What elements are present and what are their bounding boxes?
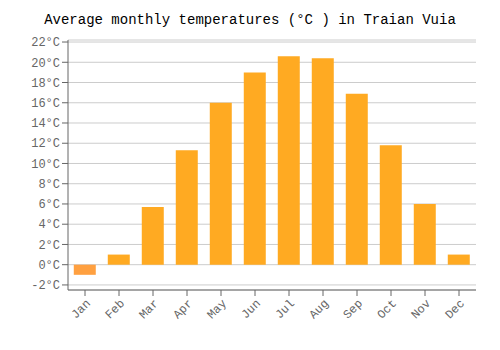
svg-text:6°C: 6°C: [38, 198, 60, 212]
svg-text:Mar: Mar: [137, 297, 162, 322]
svg-text:8°C: 8°C: [38, 178, 60, 192]
svg-text:Oct: Oct: [375, 297, 400, 322]
svg-text:Feb: Feb: [103, 297, 128, 322]
svg-text:22°C: 22°C: [31, 36, 60, 50]
svg-text:Nov: Nov: [409, 297, 434, 322]
svg-text:14°C: 14°C: [31, 117, 60, 131]
svg-text:10°C: 10°C: [31, 158, 60, 172]
svg-text:Dec: Dec: [443, 297, 468, 322]
svg-text:18°C: 18°C: [31, 77, 60, 91]
svg-text:4°C: 4°C: [38, 218, 60, 232]
svg-text:Jul: Jul: [273, 297, 298, 322]
svg-text:May: May: [205, 297, 230, 322]
svg-text:Jun: Jun: [239, 297, 264, 322]
svg-text:20°C: 20°C: [31, 57, 60, 71]
svg-text:2°C: 2°C: [38, 239, 60, 253]
svg-text:Jan: Jan: [69, 297, 94, 322]
html-text:Average monthly temperatures (: Average monthly temperatures (°C ) in Tr…: [44, 12, 456, 28]
svg-text:16°C: 16°C: [31, 97, 60, 111]
svg-text:Sep: Sep: [341, 297, 366, 322]
svg-text:Aug: Aug: [307, 297, 332, 322]
svg-text:-2°C: -2°C: [31, 279, 60, 293]
svg-text:0°C: 0°C: [38, 259, 60, 273]
svg-text:12°C: 12°C: [31, 137, 60, 151]
svg-text:Apr: Apr: [171, 297, 196, 322]
